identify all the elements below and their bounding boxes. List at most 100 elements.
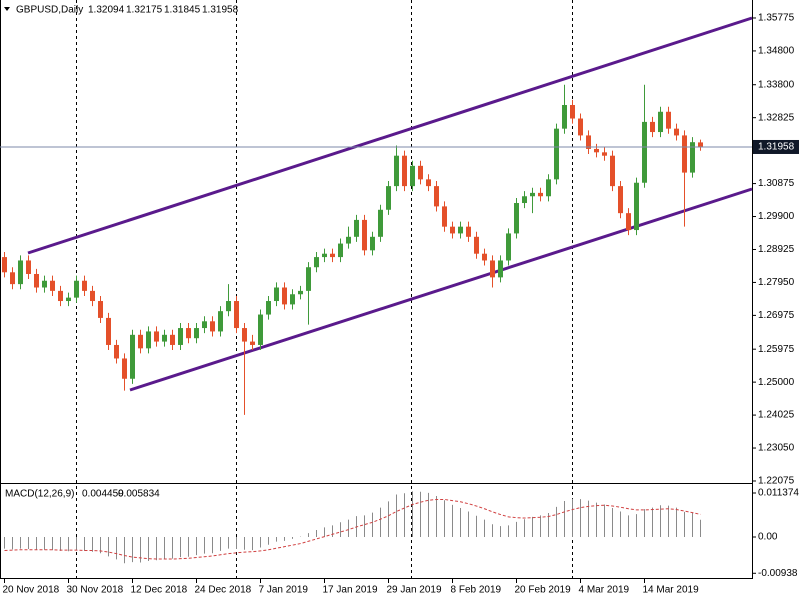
y-tick-label: 0.011374 <box>758 488 799 499</box>
y-tick-label: 1.34800 <box>758 46 795 57</box>
candle-body <box>562 105 567 129</box>
y-tick-label: 1.28925 <box>758 244 795 255</box>
candle-body <box>506 233 511 261</box>
candle-body <box>426 179 431 187</box>
candle-body <box>434 186 439 207</box>
channel-upper-line <box>27 16 753 255</box>
candle-body <box>218 311 223 332</box>
candle-body <box>10 272 15 285</box>
candle-body <box>578 118 583 136</box>
candle-body <box>410 165 415 187</box>
candle-body <box>498 260 503 278</box>
y-tick-label: 1.30875 <box>758 178 795 189</box>
price-label: 1.31958 <box>758 142 795 153</box>
x-tick-label: 4 Mar 2019 <box>579 585 630 596</box>
y-tick-label: -0.00938 <box>758 568 798 579</box>
candle-body <box>698 142 703 147</box>
y-tick-label: 1.25000 <box>758 377 795 388</box>
candle-body <box>450 226 455 234</box>
x-tick-label: 14 Mar 2019 <box>643 585 700 596</box>
y-tick-label: 1.32825 <box>758 112 795 123</box>
candle-body <box>298 290 303 295</box>
candle-body <box>354 219 359 237</box>
candle-body <box>114 344 119 359</box>
candle-body <box>226 301 231 312</box>
channel-lower-line <box>129 187 753 392</box>
candle-body <box>234 301 239 329</box>
candle-body <box>386 186 391 210</box>
candle-body <box>626 213 631 231</box>
y-tick-label: 1.26975 <box>758 310 795 321</box>
candle-body <box>186 328 191 339</box>
y-tick-label: 0.00 <box>758 532 778 543</box>
candle-body <box>210 321 215 332</box>
candle-body <box>346 236 351 244</box>
candle-body <box>666 111 671 129</box>
last-high: 1.32175 <box>126 5 163 16</box>
candle-body <box>658 111 663 133</box>
candle-body <box>442 206 447 227</box>
y-tick-label: 1.25975 <box>758 344 795 355</box>
x-tick-label: 29 Jan 2019 <box>387 585 442 596</box>
symbol-title: GBPUSD,Daily <box>16 5 83 16</box>
candle-body <box>338 243 343 258</box>
candle-body <box>258 314 263 345</box>
candle-body <box>122 358 127 379</box>
candle-body <box>394 155 399 187</box>
candle-body <box>250 341 255 345</box>
candle-body <box>50 280 55 291</box>
candle-body <box>90 290 95 302</box>
candle-body <box>418 165 423 180</box>
candle-body <box>98 301 103 318</box>
candle-body <box>546 179 551 197</box>
candle-body <box>266 301 271 315</box>
candle-body <box>170 334 175 345</box>
candle-body <box>514 203 519 234</box>
candle-body <box>570 105 575 119</box>
candle-body <box>330 253 335 258</box>
candle-body <box>602 152 607 156</box>
last-open: 1.32094 <box>88 5 125 16</box>
candle-body <box>42 280 47 288</box>
last-low: 1.31845 <box>164 5 201 16</box>
candle-body <box>610 155 615 187</box>
candle-body <box>650 121 655 133</box>
macd-last: 0.004459 <box>82 489 124 500</box>
candle-body <box>522 196 527 204</box>
x-tick-label: 20 Nov 2018 <box>3 585 60 596</box>
candle-body <box>314 257 319 268</box>
candle-body <box>474 236 479 254</box>
candle-body <box>242 328 247 342</box>
candle-body <box>538 192 543 197</box>
candle-body <box>202 321 207 329</box>
signal-line <box>4 498 701 560</box>
y-tick-label: 1.22075 <box>758 476 795 487</box>
candle-body <box>282 287 287 305</box>
x-tick-label: 20 Feb 2019 <box>515 585 572 596</box>
candle-body <box>138 334 143 349</box>
signal-last: 0.005834 <box>118 489 160 500</box>
candle-body <box>130 334 135 379</box>
menu-triangle[interactable] <box>4 7 10 11</box>
candle-body <box>458 226 463 234</box>
candle-body <box>634 182 639 231</box>
candle-body <box>306 267 311 291</box>
candle-body <box>322 253 327 258</box>
candle-body <box>66 297 71 302</box>
candle-body <box>58 290 63 302</box>
candle-body <box>466 226 471 237</box>
candle-body <box>274 287 279 302</box>
candle-body <box>178 328 183 345</box>
candle-body <box>154 331 159 342</box>
y-tick-label: 1.23050 <box>758 443 795 454</box>
y-tick-label: 1.27950 <box>758 277 795 288</box>
candle-body <box>690 142 695 173</box>
price-label-box <box>753 139 799 154</box>
frame <box>0 0 753 579</box>
x-tick-label: 8 Feb 2019 <box>451 585 502 596</box>
candle-body <box>682 135 687 173</box>
y-tick-label: 1.29900 <box>758 211 795 222</box>
candle-body <box>642 121 647 183</box>
